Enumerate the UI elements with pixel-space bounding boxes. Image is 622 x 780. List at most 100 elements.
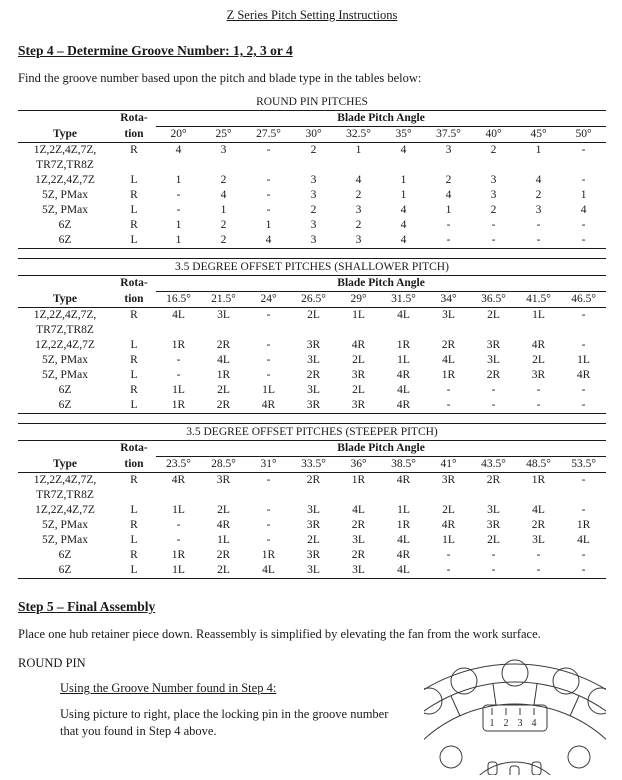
groove-cell: - xyxy=(426,233,471,249)
page-title: Z Series Pitch Setting Instructions xyxy=(18,8,606,23)
rotation-header-bottom: tion xyxy=(112,456,156,473)
groove-cell: - xyxy=(266,369,271,381)
type-header: Type xyxy=(18,456,112,473)
groove-number-4: 4 xyxy=(532,718,537,729)
groove-cell: - xyxy=(581,549,586,561)
groove-cell: 2R xyxy=(216,549,231,561)
groove-cell: - xyxy=(426,563,471,579)
angle-header: 26.5° xyxy=(291,291,336,308)
angle-header: 28.5° xyxy=(201,456,246,473)
angle-header: 45° xyxy=(516,126,561,143)
groove-cell: 1R xyxy=(531,474,546,486)
rotation-cell: L xyxy=(112,563,156,579)
type-cell: 1Z,2Z,4Z,7Z, TR7Z,TR8Z xyxy=(33,309,97,336)
groove-cell: - xyxy=(266,504,271,516)
offset-steeper-table: Rota- Blade Pitch Angle Type tion 23.5° 28.5°… xyxy=(18,440,607,579)
groove-cell: 2 xyxy=(490,204,497,216)
groove-cell: 2L xyxy=(307,534,320,546)
angle-header: 37.5° xyxy=(426,126,471,143)
groove-cell: 3 xyxy=(220,144,227,156)
groove-cell: 2 xyxy=(535,189,542,201)
groove-cell: 3L xyxy=(442,309,455,321)
groove-cell: 3R xyxy=(336,398,381,414)
groove-cell: 1 xyxy=(445,204,452,216)
groove-cell: 1R xyxy=(396,519,411,531)
groove-cell: - xyxy=(581,384,586,396)
angle-header: 43.5° xyxy=(471,456,516,473)
groove-cell: 4R xyxy=(441,519,456,531)
pitch-row: 6Z R 1R 2R 1R 3R 2R 4R - - - - xyxy=(18,548,606,563)
groove-cell: 1 xyxy=(175,174,182,186)
type-cell: 5Z, PMax xyxy=(42,519,88,531)
groove-cell: 2L xyxy=(442,504,455,516)
groove-cell: 4R xyxy=(396,549,411,561)
groove-cell: 1R xyxy=(396,339,411,351)
groove-cell: - xyxy=(266,534,271,546)
rotation-cell: R xyxy=(130,384,138,396)
groove-cell: - xyxy=(561,233,607,249)
type-cell: 5Z, PMax xyxy=(42,369,88,381)
type-cell: 1Z,2Z,4Z,7Z xyxy=(35,504,95,516)
type-cell: 1Z,2Z,4Z,7Z xyxy=(35,339,95,351)
angle-header: 20° xyxy=(156,126,201,143)
table-title-round-pin: ROUND PIN PITCHES xyxy=(256,96,368,108)
groove-cell: 2L xyxy=(307,309,320,321)
angle-header: 32.5° xyxy=(336,126,381,143)
groove-cell: 2R xyxy=(306,369,321,381)
groove-cell: 4R xyxy=(171,474,186,486)
round-pin-pitches-table: Rota- Blade Pitch Angle Type tion 20° 25° 27.5… xyxy=(18,110,607,249)
groove-cell: 1L xyxy=(442,534,455,546)
table-title-offset-steeper: 3.5 DEGREE OFFSET PITCHES (STEEPER PITCH… xyxy=(18,423,606,440)
groove-cell: 2L xyxy=(487,309,500,321)
groove-cell: - xyxy=(536,219,541,231)
groove-cell: - xyxy=(581,309,586,321)
pitch-row: 5Z, PMax R - 4L - 3L 2L 1L 4L 3L 2L 1L xyxy=(18,353,606,368)
groove-cell: 4L xyxy=(442,354,455,366)
groove-cell: - xyxy=(471,398,516,414)
groove-cell: 4 xyxy=(445,189,452,201)
groove-cell: 2L xyxy=(352,354,365,366)
groove-cell: 1 xyxy=(220,204,227,216)
round-pin-text-column: ROUND PIN Using the Groove Number found … xyxy=(18,654,424,740)
rotation-header-bottom: tion xyxy=(112,126,156,143)
groove-cell: 1 xyxy=(400,189,407,201)
groove-cell: 1 xyxy=(156,233,201,249)
groove-cell: - xyxy=(266,354,271,366)
type-cell: 6Z xyxy=(58,219,72,231)
pitch-row: 5Z, PMax L - 1 - 2 3 4 1 2 3 4 xyxy=(18,203,606,218)
rotation-cell: L xyxy=(130,369,138,381)
groove-cell: - xyxy=(516,398,561,414)
groove-number-heading: Using the Groove Number found in Step 4: xyxy=(60,681,277,695)
pitch-row: 6Z L 1R 2R 4R 3R 3R 4R - - - - xyxy=(18,398,607,414)
groove-cell: 3 xyxy=(355,204,362,216)
groove-cell: 1L xyxy=(532,309,545,321)
angle-header: 27.5° xyxy=(246,126,291,143)
groove-cell: 3R xyxy=(351,369,366,381)
groove-cell: 3L xyxy=(217,309,230,321)
groove-cell: 2L xyxy=(352,384,365,396)
groove-cell: - xyxy=(581,504,586,516)
groove-cell: 4 xyxy=(246,233,291,249)
groove-cell: - xyxy=(536,384,541,396)
groove-cell: 4 xyxy=(400,144,407,156)
type-cell: 6Z xyxy=(18,398,112,414)
groove-cell: 2R xyxy=(531,519,546,531)
groove-cell: 1L xyxy=(262,384,275,396)
groove-cell: 1L xyxy=(172,504,185,516)
groove-cell: 4 xyxy=(535,174,542,186)
groove-cell: 4L xyxy=(172,309,185,321)
groove-cell: 1L xyxy=(217,534,230,546)
groove-cell: - xyxy=(581,144,586,156)
groove-cell: - xyxy=(266,174,271,186)
groove-number-1: 1 xyxy=(490,718,495,729)
groove-cell: 2L xyxy=(532,354,545,366)
groove-cell: 2 xyxy=(445,174,452,186)
groove-cell: 1L xyxy=(156,563,201,579)
groove-cell: 2L xyxy=(217,504,230,516)
pitch-row: 5Z, PMax R - 4 - 3 2 1 4 3 2 1 xyxy=(18,188,606,203)
round-pin-label: ROUND PIN xyxy=(18,656,86,670)
blade-pitch-angle-header: Blade Pitch Angle xyxy=(156,275,607,292)
groove-cell: 2R xyxy=(216,339,231,351)
groove-cell: 1L xyxy=(577,354,590,366)
